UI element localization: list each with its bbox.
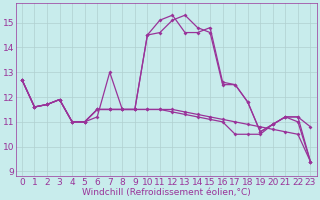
X-axis label: Windchill (Refroidissement éolien,°C): Windchill (Refroidissement éolien,°C) bbox=[82, 188, 251, 197]
